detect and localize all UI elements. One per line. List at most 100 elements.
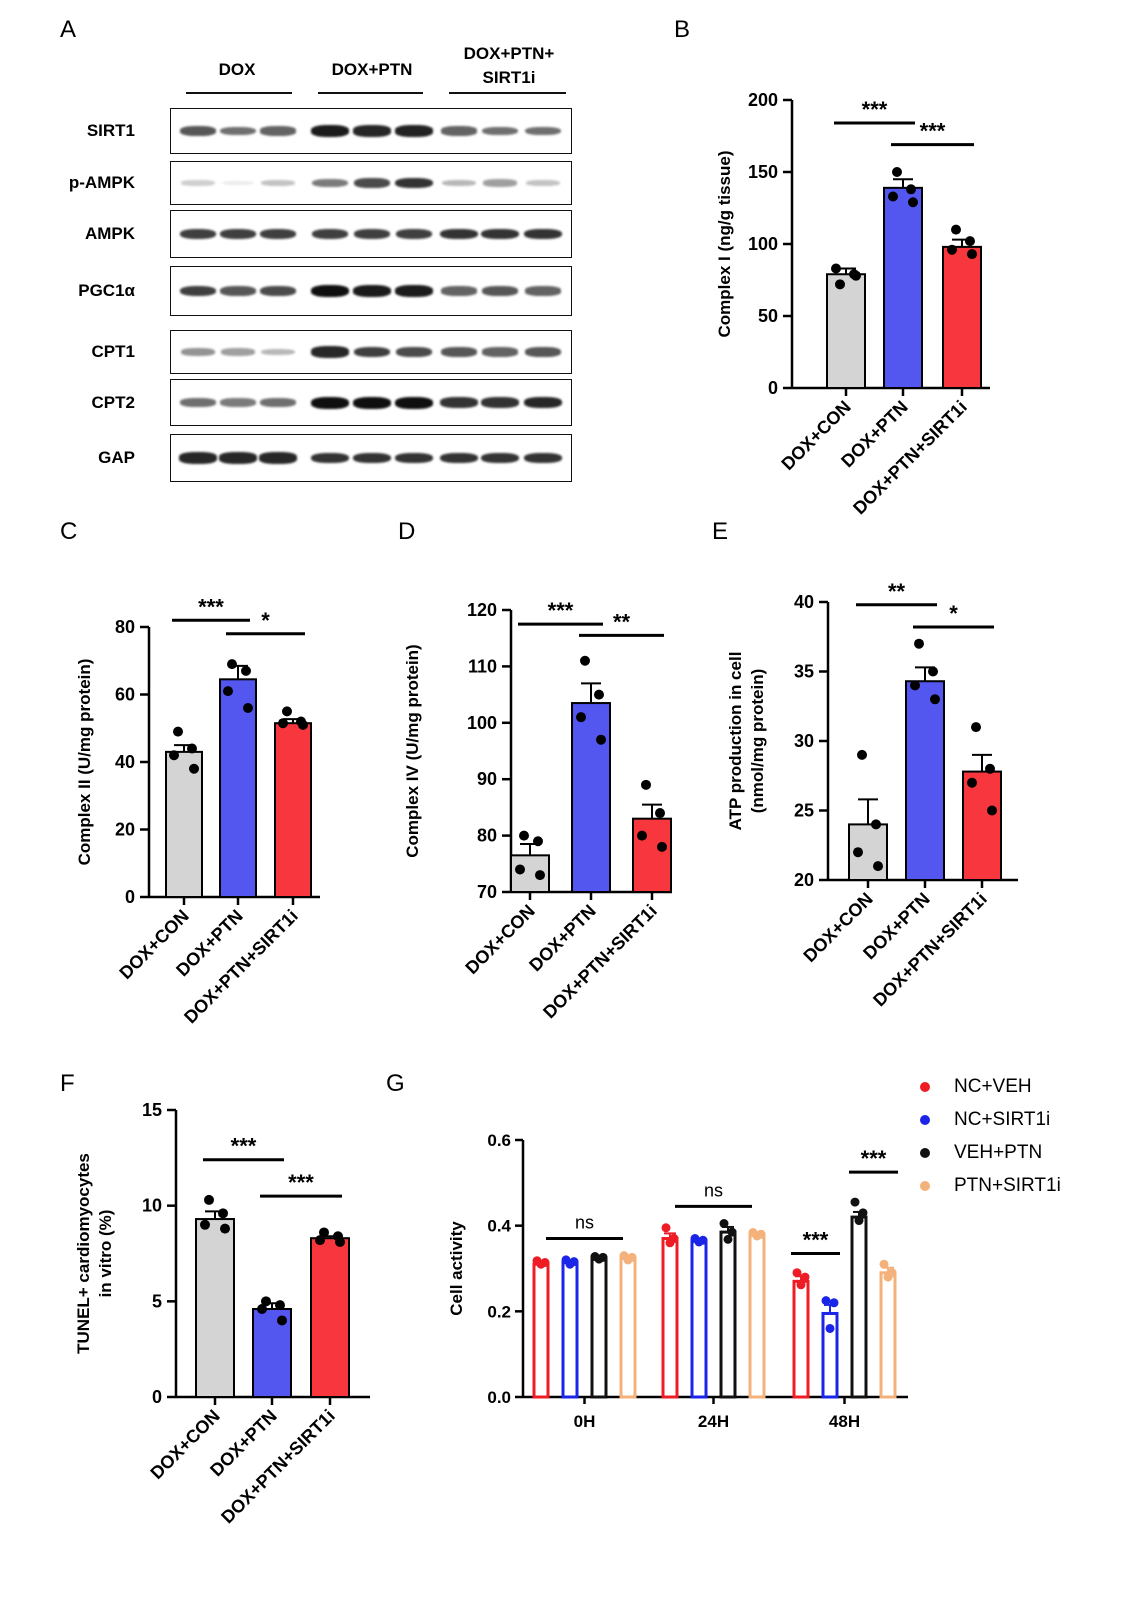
data-point bbox=[854, 1216, 864, 1226]
blot-group-label-line: DOX bbox=[218, 60, 256, 79]
y-tick-label: 80 bbox=[115, 617, 135, 637]
data-point bbox=[169, 750, 179, 761]
blot-band bbox=[353, 228, 391, 240]
data-point bbox=[282, 706, 292, 717]
blot-band bbox=[259, 286, 297, 296]
data-point bbox=[261, 1296, 271, 1307]
y-tick-label: 110 bbox=[468, 656, 497, 676]
bar bbox=[632, 817, 672, 893]
western-blot: DOX DOX+PTN DOX+PTN+ SIRT1i SIRT1 p-AMPK AMPK P… bbox=[0, 0, 600, 500]
data-point bbox=[243, 703, 253, 713]
y-tick-label: 10 bbox=[142, 1196, 162, 1216]
data-point bbox=[594, 1254, 604, 1264]
y-tick-label: 20 bbox=[794, 870, 814, 890]
significance-label: *** bbox=[862, 97, 888, 122]
panel-letter-a: A bbox=[60, 16, 77, 43]
data-point bbox=[565, 1259, 575, 1269]
data-point bbox=[535, 870, 545, 881]
blot-band bbox=[311, 125, 349, 137]
panel-letter-c: C bbox=[60, 518, 78, 545]
legend-marker bbox=[920, 1115, 930, 1125]
bar bbox=[532, 1262, 550, 1399]
blot-band bbox=[395, 396, 433, 409]
data-point bbox=[319, 1227, 329, 1238]
blot-band bbox=[260, 126, 296, 136]
significance-label: *** bbox=[198, 594, 224, 619]
legend-label: PTN+SIRT1i bbox=[954, 1175, 1061, 1196]
blot-band bbox=[353, 452, 391, 464]
blot-group-label-line: DOX+PTN+ bbox=[463, 44, 555, 63]
y-axis-label: Cell activity bbox=[447, 1221, 466, 1316]
y-tick-label: 0.6 bbox=[487, 1131, 511, 1150]
data-point bbox=[623, 1255, 633, 1265]
data-point bbox=[519, 830, 529, 841]
bar bbox=[274, 722, 312, 898]
y-axis-label: in vitro (%) bbox=[96, 1210, 115, 1298]
blot-band bbox=[441, 286, 477, 296]
data-point bbox=[987, 805, 997, 816]
blot-band bbox=[524, 228, 562, 240]
blot-band bbox=[440, 397, 478, 408]
x-tick-label: 24H bbox=[698, 1412, 729, 1431]
y-tick-label: 70 bbox=[477, 882, 497, 902]
bar bbox=[826, 273, 866, 390]
bar bbox=[850, 1215, 868, 1399]
data-point bbox=[965, 236, 975, 247]
y-tick-label: 15 bbox=[142, 1100, 162, 1120]
significance-label: * bbox=[261, 608, 270, 633]
significance-label: ns bbox=[575, 1213, 594, 1233]
y-axis-label: TUNEL+ cardiomyocytes bbox=[74, 1153, 93, 1354]
blot-band bbox=[259, 452, 297, 464]
blot-band bbox=[219, 286, 257, 296]
blot-band bbox=[180, 398, 216, 407]
data-point bbox=[298, 719, 308, 730]
blot-band bbox=[311, 285, 349, 297]
bar bbox=[690, 1239, 708, 1399]
data-point bbox=[189, 763, 199, 774]
blot-band bbox=[311, 396, 349, 409]
data-point bbox=[200, 1219, 210, 1230]
data-point bbox=[594, 689, 604, 700]
blot-band bbox=[353, 285, 391, 297]
y-tick-label: 30 bbox=[794, 731, 814, 751]
panel-letter-d: D bbox=[398, 518, 416, 545]
blot-band bbox=[395, 125, 433, 137]
blot-band bbox=[219, 228, 257, 240]
data-point bbox=[637, 830, 647, 841]
y-tick-label: 25 bbox=[794, 801, 814, 821]
y-tick-label: 50 bbox=[758, 306, 778, 326]
bar bbox=[879, 1271, 897, 1399]
data-point bbox=[719, 1219, 729, 1229]
data-point bbox=[908, 197, 918, 208]
data-point bbox=[928, 666, 938, 677]
blot-band bbox=[220, 348, 256, 356]
y-tick-label: 0 bbox=[768, 378, 778, 398]
blot-group-line bbox=[318, 92, 423, 94]
blot-band bbox=[442, 179, 476, 187]
significance-label: * bbox=[949, 601, 958, 626]
blot-protein-label: CPT2 bbox=[91, 392, 135, 412]
bar bbox=[561, 1260, 579, 1399]
bar bbox=[661, 1237, 679, 1399]
data-point bbox=[257, 1303, 267, 1314]
panel-letter-f: F bbox=[60, 1070, 75, 1097]
data-point bbox=[223, 686, 233, 697]
y-tick-label: 120 bbox=[467, 600, 497, 620]
blot-band bbox=[395, 347, 433, 357]
y-tick-label: 0.0 bbox=[487, 1388, 511, 1407]
data-point bbox=[275, 1300, 285, 1311]
blot-protein-label: p-AMPK bbox=[68, 173, 135, 192]
legend-marker bbox=[920, 1082, 930, 1092]
bar bbox=[571, 702, 611, 893]
chart-atp-production: 20 25 30 35 40 ATP production in cell (nmol/mg… bbox=[726, 579, 1018, 1010]
y-tick-label: 150 bbox=[748, 162, 778, 182]
data-point bbox=[800, 1272, 810, 1282]
blot-band bbox=[440, 347, 478, 357]
y-tick-label: 20 bbox=[115, 820, 135, 840]
significance-label: ** bbox=[888, 579, 906, 604]
blot-band bbox=[525, 286, 561, 296]
chart-tunel: 0 5 10 15 TUNEL+ cardiomyocytes in vitro (%) D… bbox=[74, 1100, 370, 1527]
y-axis-label: Complex II (U/mg protein) bbox=[75, 659, 94, 866]
blot-band bbox=[311, 452, 349, 464]
